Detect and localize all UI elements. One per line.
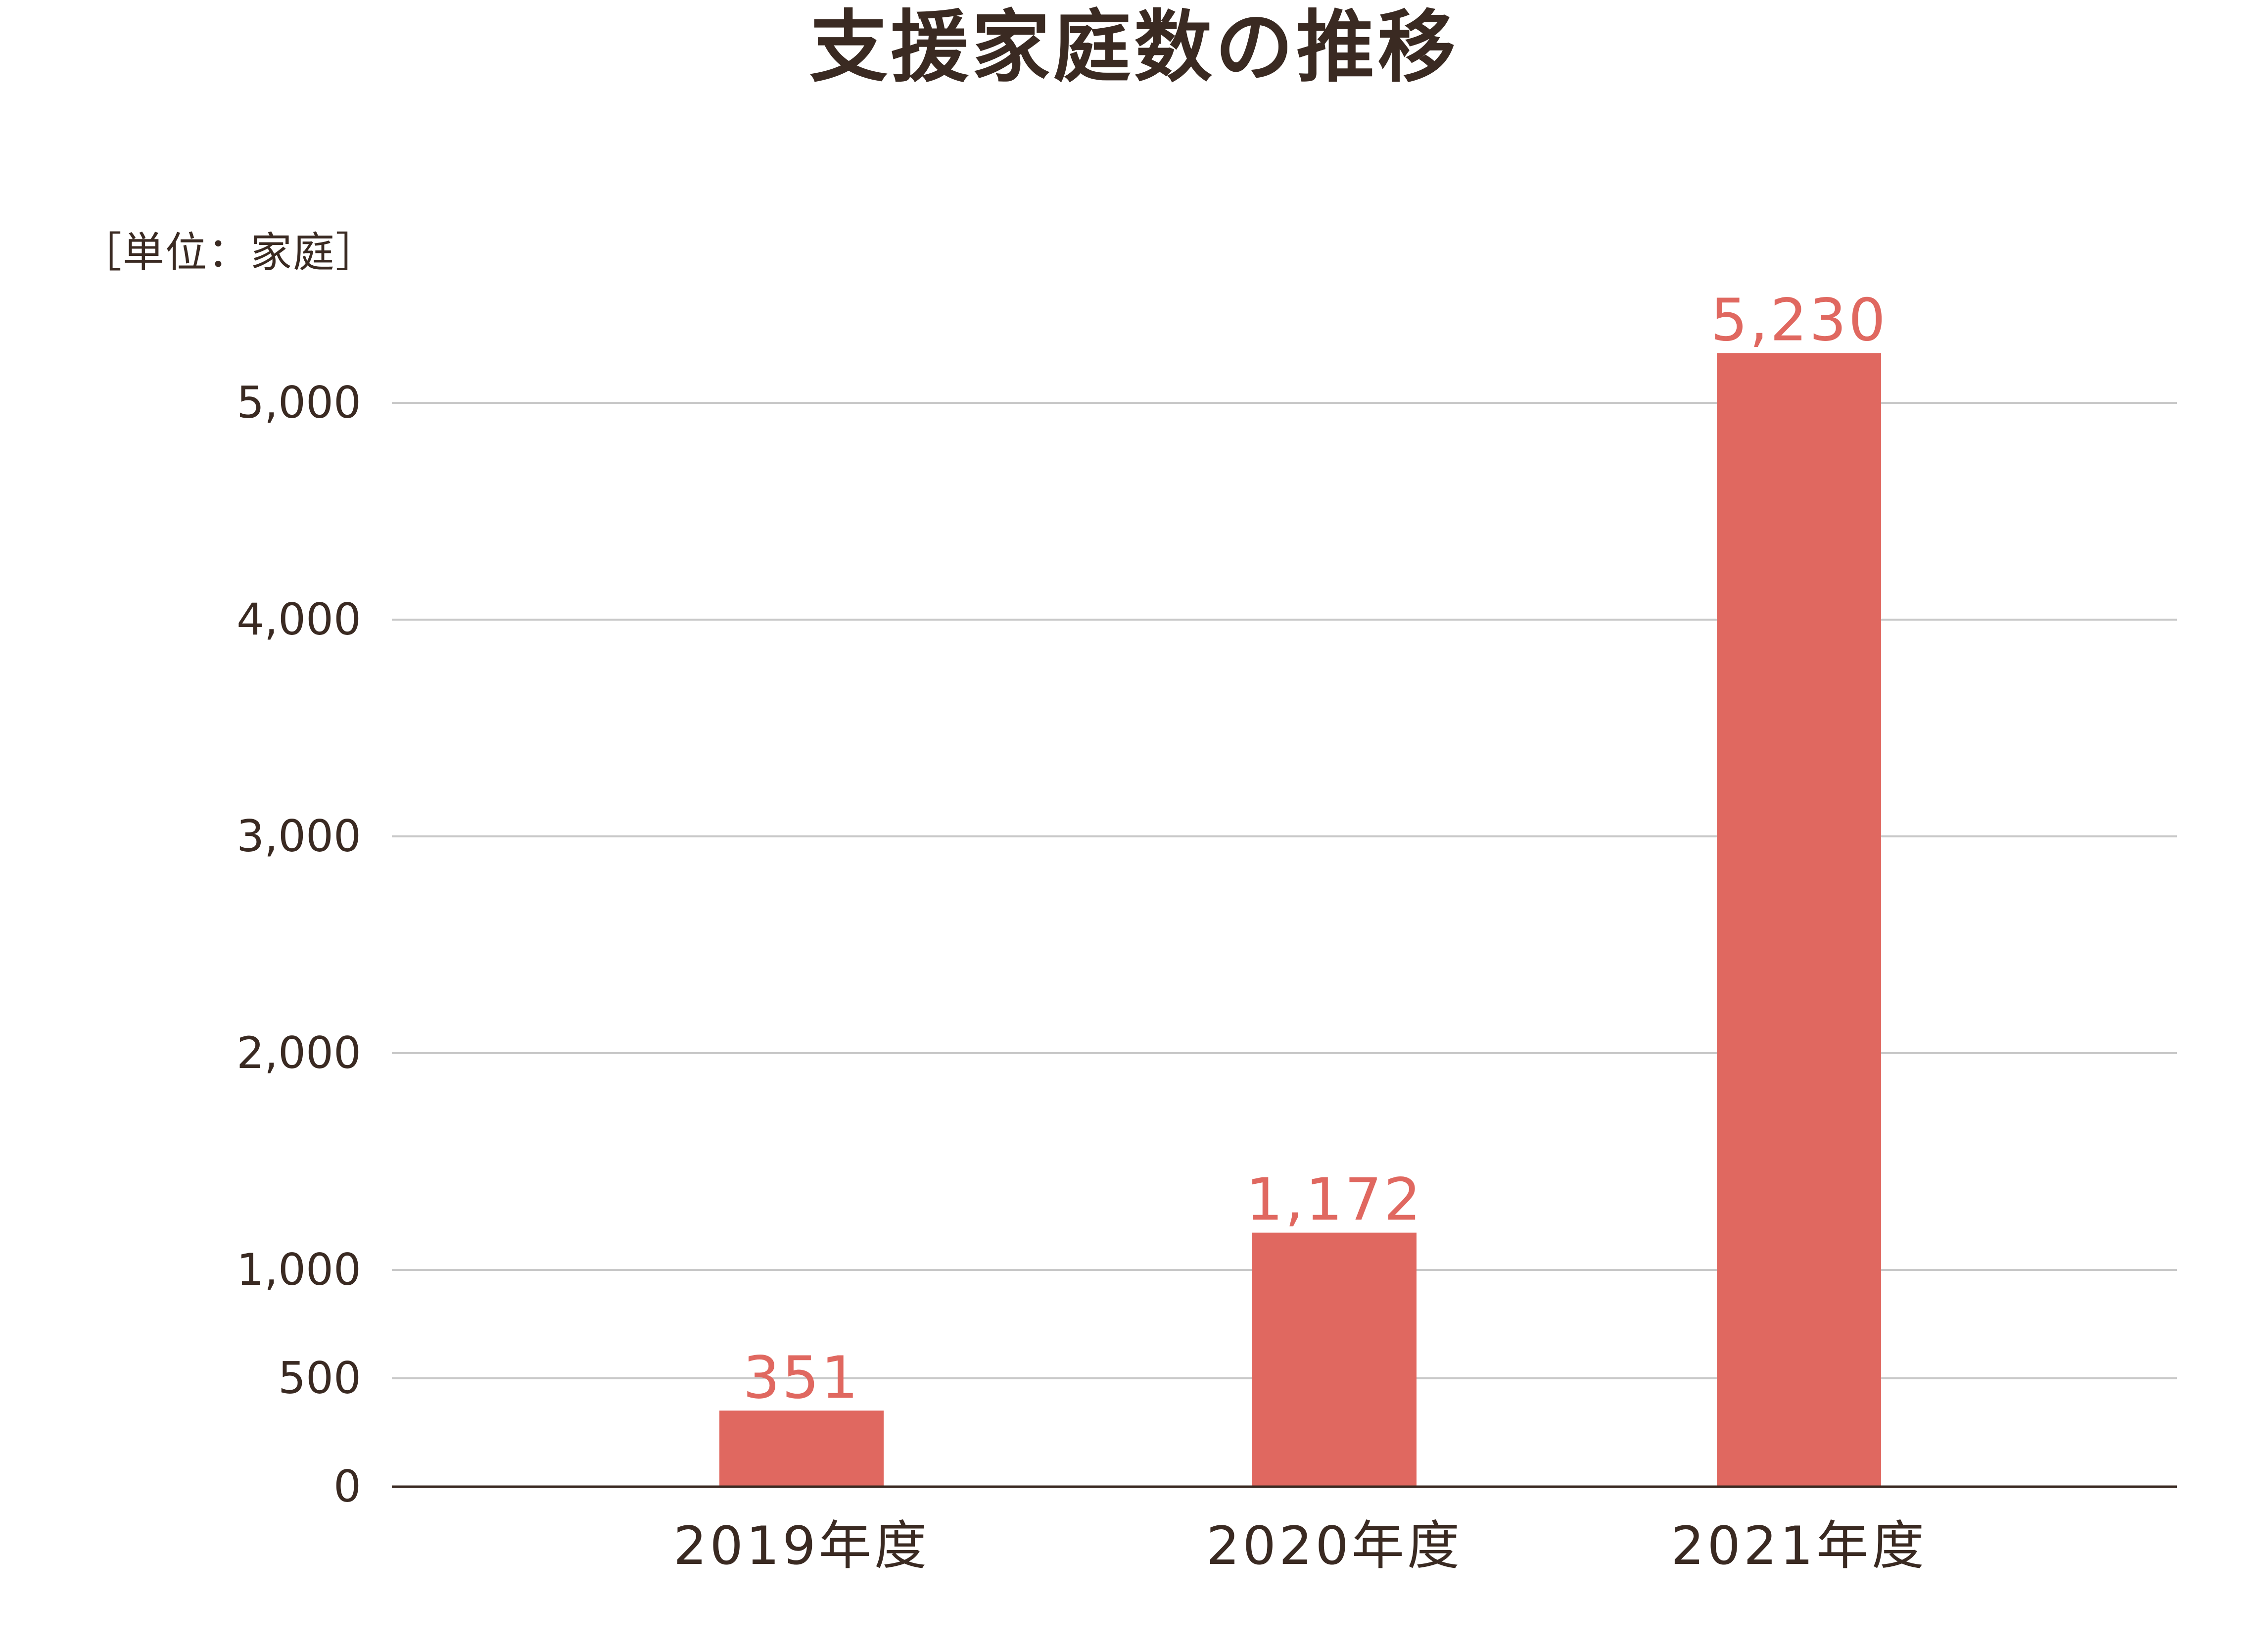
x-tick-label: 2021年度 [1671,1515,1927,1576]
x-tick-label: 2019年度 [673,1515,930,1576]
chart-title: 支援家庭数の推移 [809,2,1459,93]
y-tick-label: 2,000 [236,1027,361,1078]
x-tick-label: 2020年度 [1206,1515,1463,1576]
data-label: 1,172 [1246,1166,1423,1234]
y-tick-label: 0 [333,1461,361,1512]
y-tick-label: 3,000 [236,811,361,862]
y-tick-label: 500 [278,1353,361,1404]
bar [719,1410,884,1487]
y-tick-label: 4,000 [236,594,361,645]
y-tick-label: 5,000 [236,377,361,428]
data-label: 5,230 [1710,286,1888,354]
y-tick-label: 1,000 [236,1244,361,1295]
bar [1252,1232,1417,1487]
data-label: 351 [743,1343,860,1411]
bar [1717,353,1881,1487]
unit-label: ［単位：家庭］ [80,228,378,277]
